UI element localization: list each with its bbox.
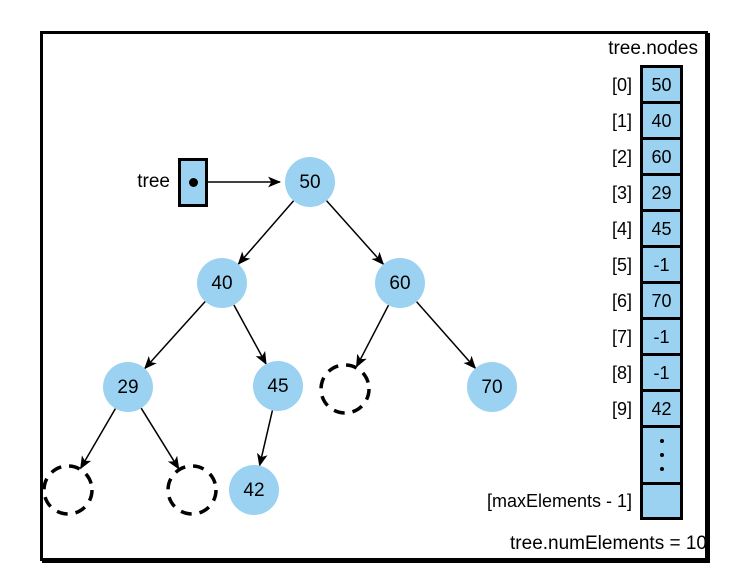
array-index-label: [1] xyxy=(611,110,632,131)
array-index-label: [4] xyxy=(611,218,632,239)
tree-node-value: 50 xyxy=(299,171,321,193)
array-index-label: [9] xyxy=(611,398,632,419)
array-cell: -1 xyxy=(640,317,683,356)
array-row: [5] -1 xyxy=(452,245,683,284)
tree-node-value: 60 xyxy=(389,272,411,294)
array-title: tree.nodes xyxy=(608,38,698,59)
array-index-label: [maxElements - 1] xyxy=(486,491,632,511)
empty-node-60-left xyxy=(319,363,371,415)
array-index-label: [2] xyxy=(611,146,632,167)
diagram-frame: tree 50 40 60 29 45 70 42 tree.nodes [0]… xyxy=(40,31,708,561)
array-cell: 45 xyxy=(640,209,683,248)
edge-29-empty-right xyxy=(140,407,180,470)
array-index-label: [7] xyxy=(611,326,632,347)
tree-edges-layer xyxy=(43,176,477,516)
array-cell-ellipsis xyxy=(640,425,683,485)
empty-node-29-right xyxy=(166,464,218,516)
array-row: [6] 70 xyxy=(452,281,683,320)
tree-node-40: 40 xyxy=(197,258,247,308)
array-cell xyxy=(640,482,683,520)
tree-node-value: 45 xyxy=(267,375,289,397)
tree-node-value: 70 xyxy=(481,376,503,398)
empty-node-29-left xyxy=(43,464,94,516)
array-row: [8] -1 xyxy=(452,353,683,392)
edge-50-60 xyxy=(326,200,385,266)
array-row: [7] -1 xyxy=(452,317,683,356)
tree-node-50: 50 xyxy=(285,157,335,207)
edge-50-40 xyxy=(237,200,295,265)
array-cell: 50 xyxy=(640,65,683,104)
array-cell: -1 xyxy=(640,245,683,284)
pointer-dot-icon xyxy=(188,178,198,187)
vertical-ellipsis-icon xyxy=(659,439,664,443)
tree-node-42: 42 xyxy=(229,465,279,515)
tree-pointer-box xyxy=(178,158,208,207)
num-elements-label: tree.numElements = 10 xyxy=(510,533,707,554)
edge-60-70 xyxy=(416,301,477,370)
array-row: [4] 45 xyxy=(452,209,683,248)
pointer-label: tree xyxy=(137,171,170,192)
tree-node-70: 70 xyxy=(467,362,517,412)
array-index-label: [5] xyxy=(611,254,632,275)
edge-45-42 xyxy=(257,410,274,467)
edge-29-empty-left xyxy=(79,408,117,470)
array-cell: 70 xyxy=(640,281,683,320)
array-cell: 40 xyxy=(640,101,683,140)
tree-node-value: 40 xyxy=(211,272,233,294)
tree-node-29: 29 xyxy=(103,362,153,412)
edge-40-45 xyxy=(233,304,267,365)
tree-node-60: 60 xyxy=(375,258,425,308)
tree-node-value: 29 xyxy=(117,376,139,398)
array-row: [3] 29 xyxy=(452,173,683,212)
edge-40-29 xyxy=(144,300,206,370)
array-row: [maxElements - 1] xyxy=(452,482,683,520)
vertical-ellipsis-icon xyxy=(659,453,664,457)
array-row: [0] 50 xyxy=(452,65,683,104)
tree-node-45: 45 xyxy=(253,361,303,411)
array-index-label: [8] xyxy=(611,362,632,383)
array-index-label: [6] xyxy=(611,290,632,311)
array-cell: -1 xyxy=(640,353,683,392)
edge-60-empty xyxy=(355,304,390,368)
array-column: [0] 50 [1] 40 [2] 60 [3] 29 [4] 45 [5] -… xyxy=(452,65,683,520)
vertical-ellipsis-icon xyxy=(659,467,664,471)
array-cell: 60 xyxy=(640,137,683,176)
tree-node-value: 42 xyxy=(243,479,265,501)
array-row: [9] 42 xyxy=(452,389,683,428)
array-cell: 42 xyxy=(640,389,683,428)
array-cell: 29 xyxy=(640,173,683,212)
array-index-label: [3] xyxy=(611,182,632,203)
array-row: [1] 40 xyxy=(452,101,683,140)
array-row: [2] 60 xyxy=(452,137,683,176)
array-row-ellipsis xyxy=(452,425,683,485)
array-index-label: [0] xyxy=(611,74,632,95)
